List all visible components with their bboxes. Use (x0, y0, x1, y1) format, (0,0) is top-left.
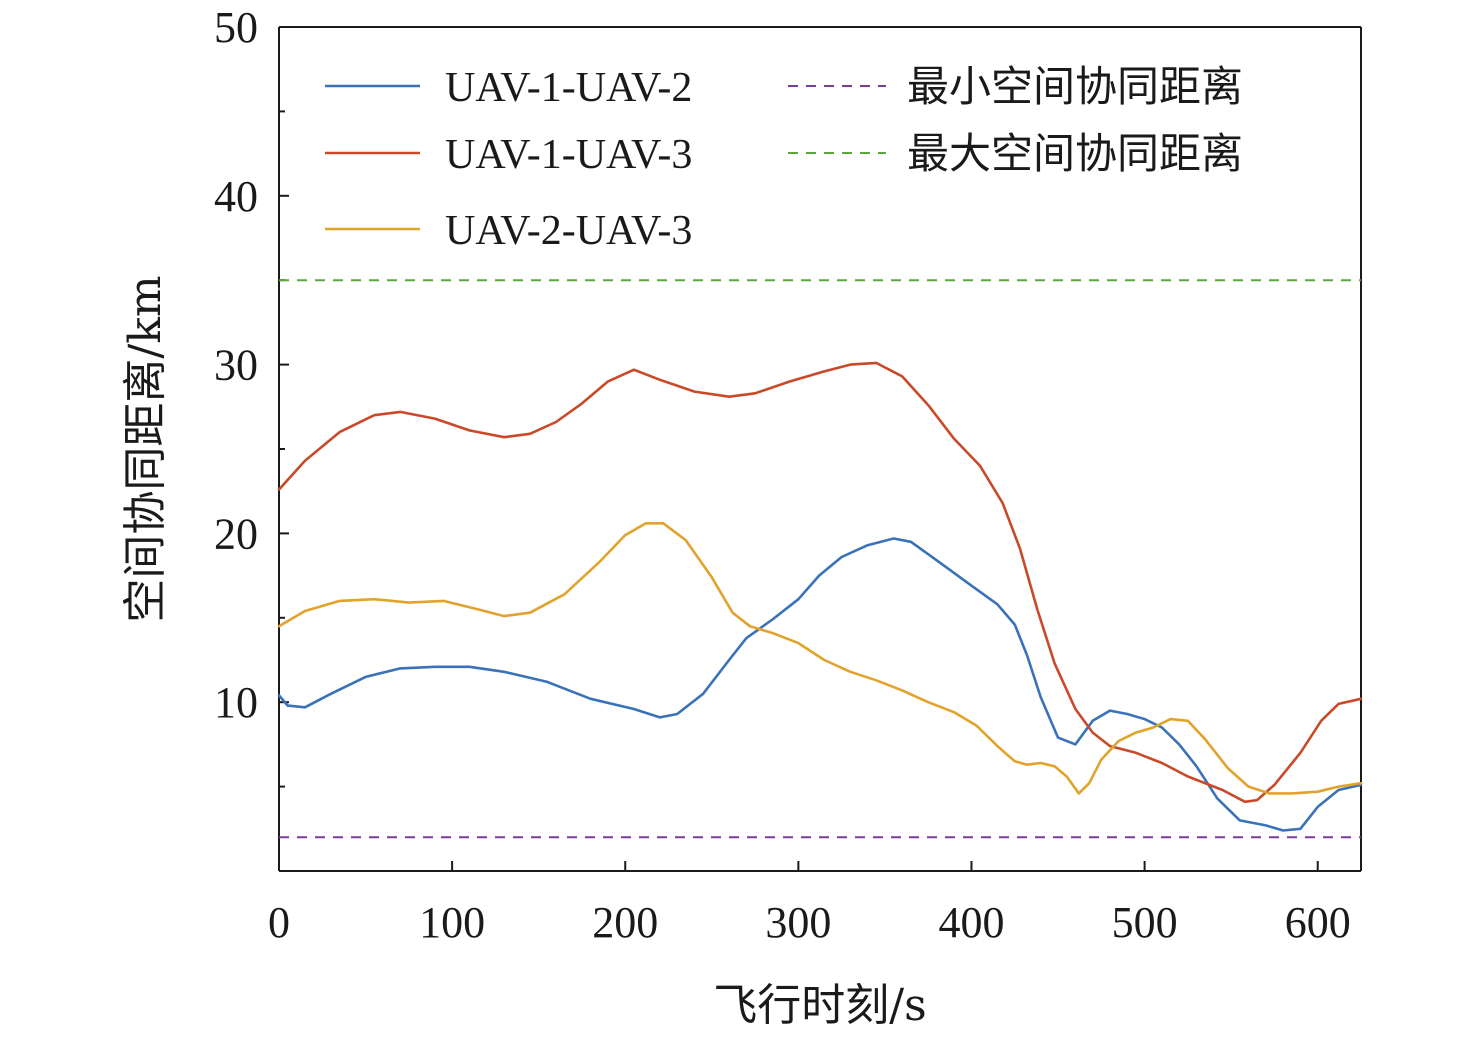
x-tick-label: 600 (1285, 898, 1351, 947)
y-tick-label: 50 (214, 3, 258, 52)
x-tick-label: 300 (765, 898, 831, 947)
x-tick-label: 100 (419, 898, 485, 947)
x-tick-label: 400 (938, 898, 1004, 947)
x-axis-label: 飞行时刻/s (713, 980, 926, 1031)
legend: UAV-1-UAV-2 UAV-1-UAV-3 UAV-2-UAV-3 最小空间协同距… (325, 64, 1243, 254)
y-tick-label: 10 (214, 678, 258, 727)
y-tick-label: 30 (214, 341, 258, 390)
axis-ticks: 0 100 200 300 400 500 600 10 20 30 40 50 (214, 3, 1351, 947)
legend-label: 最大空间协同距离 (907, 131, 1243, 178)
series-lines (277, 361, 1363, 832)
x-tick-label: 200 (592, 898, 658, 947)
x-tick-label: 0 (268, 898, 290, 947)
y-tick-label: 40 (214, 172, 258, 221)
legend-label: UAV-2-UAV-3 (445, 208, 692, 254)
y-axis-label: 空间协同距离/km (120, 275, 171, 622)
series-line (277, 537, 1363, 832)
series-line (277, 522, 1363, 795)
y-tick-label: 20 (214, 509, 258, 558)
legend-label: UAV-1-UAV-3 (445, 132, 692, 178)
legend-label: UAV-1-UAV-2 (445, 65, 692, 111)
x-tick-label: 500 (1112, 898, 1178, 947)
legend-label: 最小空间协同距离 (907, 64, 1243, 111)
series-line (277, 361, 1363, 804)
reference-lines (279, 279, 1361, 839)
